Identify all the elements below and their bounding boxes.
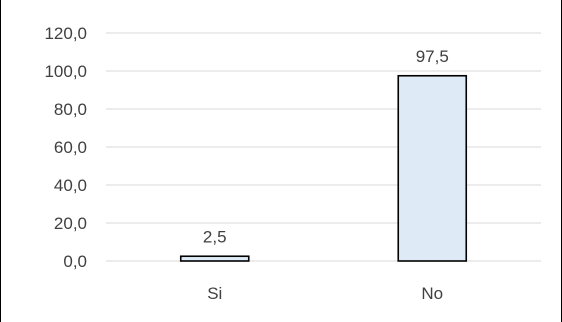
category-label-si: Si (207, 284, 222, 303)
category-label-no: No (421, 284, 443, 303)
y-tick-label: 100,0 (44, 62, 87, 81)
bar-no (397, 74, 468, 262)
gridlines (106, 32, 541, 262)
y-tick-label: 80,0 (54, 100, 87, 119)
data-label-no: 97,5 (416, 47, 449, 66)
bar-si (179, 255, 250, 262)
y-tick-label: 40,0 (54, 176, 87, 195)
data-label-si: 2,5 (203, 227, 227, 246)
data-labels: 2,5 97,5 (203, 47, 449, 247)
y-tick-label: 0,0 (63, 252, 87, 271)
category-labels: Si No (207, 284, 443, 303)
y-tick-label: 60,0 (54, 138, 87, 157)
y-tick-label: 20,0 (54, 214, 87, 233)
bars (179, 74, 468, 262)
y-tick-label: 120,0 (44, 24, 87, 43)
y-axis-tick-labels: 0,0 20,0 40,0 60,0 80,0 100,0 120,0 (44, 24, 87, 271)
